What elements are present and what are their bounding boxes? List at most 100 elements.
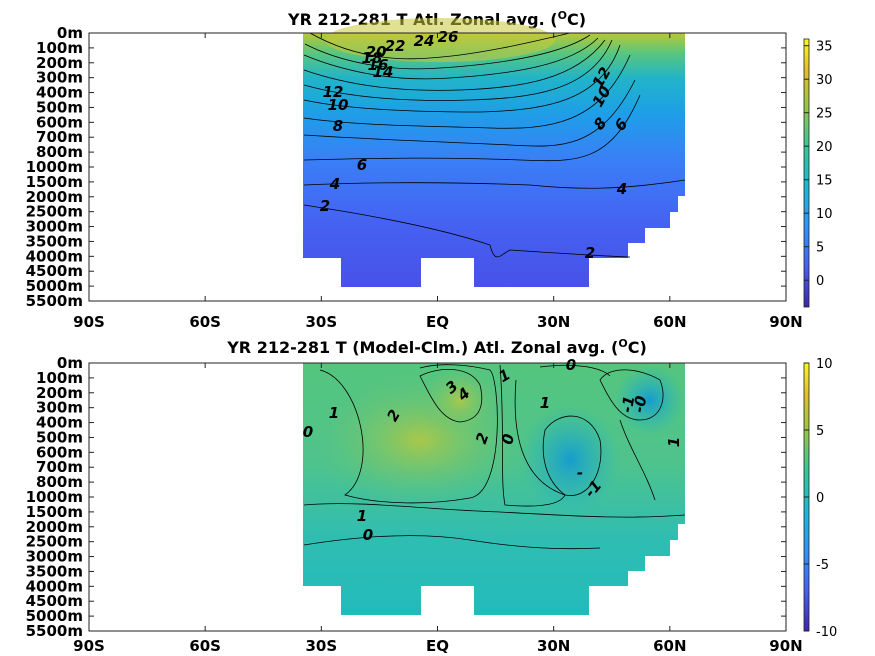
y-tick-label: 5500m <box>26 292 83 310</box>
colorbar-ticks: 10 5 0 -5 -10 <box>804 357 837 640</box>
colorbar-tick-label: 5 <box>816 241 824 256</box>
ocean-field <box>303 18 685 287</box>
y-tick-label: 100m <box>36 369 83 387</box>
contour-label: 0 <box>303 423 313 441</box>
y-tick-label: 500m <box>36 428 83 446</box>
x-tick-label: 30N <box>537 313 570 331</box>
contour-label: 20 <box>366 43 387 61</box>
y-tick-label: 5000m <box>26 277 83 295</box>
contour-label: 22 <box>385 37 406 55</box>
contour-label: 24 <box>414 32 435 50</box>
y-tick-label: 100m <box>36 39 83 57</box>
y-tick-label: 5000m <box>26 607 83 625</box>
contour-label: 8 <box>333 117 343 135</box>
contour-label: - <box>577 464 583 482</box>
contour-label: 14 <box>373 63 394 81</box>
axes: 90S 60S 30S EQ 30N 60N 90N0m100m200m300m400m50… <box>26 354 803 655</box>
y-tick-label: 600m <box>36 443 83 461</box>
colorbar-ticks: 35 30 25 20 15 10 5 0 <box>804 40 833 289</box>
y-tick-label: 5500m <box>26 622 83 640</box>
y-tick-label: 2500m <box>26 203 83 221</box>
y-tick-label: 200m <box>36 384 83 402</box>
x-tick-label: 60N <box>653 637 686 655</box>
x-tick-label: 30S <box>305 637 337 655</box>
y-tick-label: 2000m <box>26 518 83 536</box>
y-tick-label: 1500m <box>26 173 83 191</box>
contour-label: 1 <box>540 394 550 412</box>
axes: 90S 60S 30S EQ 30N 60N 90N0m100m200m300m400m50… <box>26 24 803 331</box>
contour-label: 0 <box>363 526 373 544</box>
contour-label: 0 <box>498 432 518 445</box>
y-tick-label: 3500m <box>26 232 83 250</box>
y-tick-label: 0m <box>57 354 83 372</box>
contour-label: 10 <box>328 96 349 114</box>
contour-label: 1 <box>329 404 339 422</box>
x-tick-label: 30N <box>537 637 570 655</box>
y-tick-label: 400m <box>36 414 83 432</box>
contour-label: 6 <box>357 156 367 174</box>
colorbar-tick-label: 35 <box>816 40 833 55</box>
y-tick-label: 700m <box>36 458 83 476</box>
x-tick-label: 30S <box>305 313 337 331</box>
y-tick-label: 800m <box>36 143 83 161</box>
contour-label: 4 <box>329 175 340 193</box>
y-tick-label: 500m <box>36 98 83 116</box>
y-tick-label: 3500m <box>26 562 83 580</box>
y-tick-label: 200m <box>36 54 83 72</box>
x-tick-label: 90S <box>73 313 105 331</box>
x-tick-label: 90N <box>769 313 802 331</box>
y-tick-label: 0m <box>57 24 83 42</box>
y-tick-label: 400m <box>36 84 83 102</box>
panel-anomaly: YR 212-281 T (Model-Clm.) Atl. Zonal avg… <box>26 337 838 655</box>
y-tick-label: 3000m <box>26 218 83 236</box>
y-tick-label: 1500m <box>26 503 83 521</box>
contour-label: 1 <box>665 437 683 447</box>
x-tick-label: 90N <box>769 637 802 655</box>
colorbar-tick-label: 15 <box>816 174 833 189</box>
colorbar-tick-label: 20 <box>816 140 833 155</box>
contour-label: 0 <box>566 356 576 374</box>
contour-label: 12 <box>323 83 344 101</box>
y-tick-label: 1000m <box>26 158 83 176</box>
y-tick-label: 2000m <box>26 188 83 206</box>
colorbar-tick-label: 30 <box>816 73 833 88</box>
colorbar <box>803 38 810 308</box>
contour-label: -1 <box>618 394 639 414</box>
y-tick-label: 3000m <box>26 548 83 566</box>
contour-label: 2 <box>585 244 595 262</box>
x-tick-label: 90S <box>73 637 105 655</box>
y-tick-label: 300m <box>36 399 83 417</box>
contour-label: 26 <box>438 28 459 46</box>
y-tick-label: 1000m <box>26 488 83 506</box>
contour-label: -0 <box>630 394 651 414</box>
contour-labels: 26 24 22 20 18 16 14 12 10 8 6 4 2 12 10… <box>320 28 632 262</box>
colorbar-tick-label: 25 <box>816 107 833 122</box>
panel-title: YR 212-281 T (Model-Clm.) Atl. Zonal avg… <box>226 337 647 357</box>
y-tick-label: 600m <box>36 113 83 131</box>
y-tick-label: 300m <box>36 69 83 87</box>
ocean-field <box>303 363 685 615</box>
colorbar-tick-label: 10 <box>816 207 833 222</box>
colorbar-tick-label: 5 <box>816 424 824 439</box>
y-tick-label: 4500m <box>26 592 83 610</box>
panel-temperature: YR 212-281 T Atl. Zonal avg. (OC) 26 24 … <box>26 9 833 331</box>
contour-lines <box>303 364 686 550</box>
y-tick-label: 4000m <box>26 577 83 595</box>
colorbar-tick-label: 10 <box>816 357 833 372</box>
x-tick-label: 60N <box>653 313 686 331</box>
colorbar-tick-label: -5 <box>816 558 829 573</box>
y-tick-label: 800m <box>36 473 83 491</box>
contour-label: 18 <box>362 49 383 67</box>
y-tick-label: 4500m <box>26 262 83 280</box>
x-tick-label: EQ <box>426 637 449 655</box>
contour-label: 1 <box>357 507 367 525</box>
contour-label: 2 <box>320 197 330 215</box>
contour-lines <box>303 32 686 258</box>
colorbar-tick-label: 0 <box>816 491 824 506</box>
y-tick-label: 4000m <box>26 247 83 265</box>
x-tick-label: EQ <box>426 313 449 331</box>
contour-label: 16 <box>368 56 389 74</box>
y-tick-label: 2500m <box>26 533 83 551</box>
colorbar-tick-label: 0 <box>816 274 824 289</box>
